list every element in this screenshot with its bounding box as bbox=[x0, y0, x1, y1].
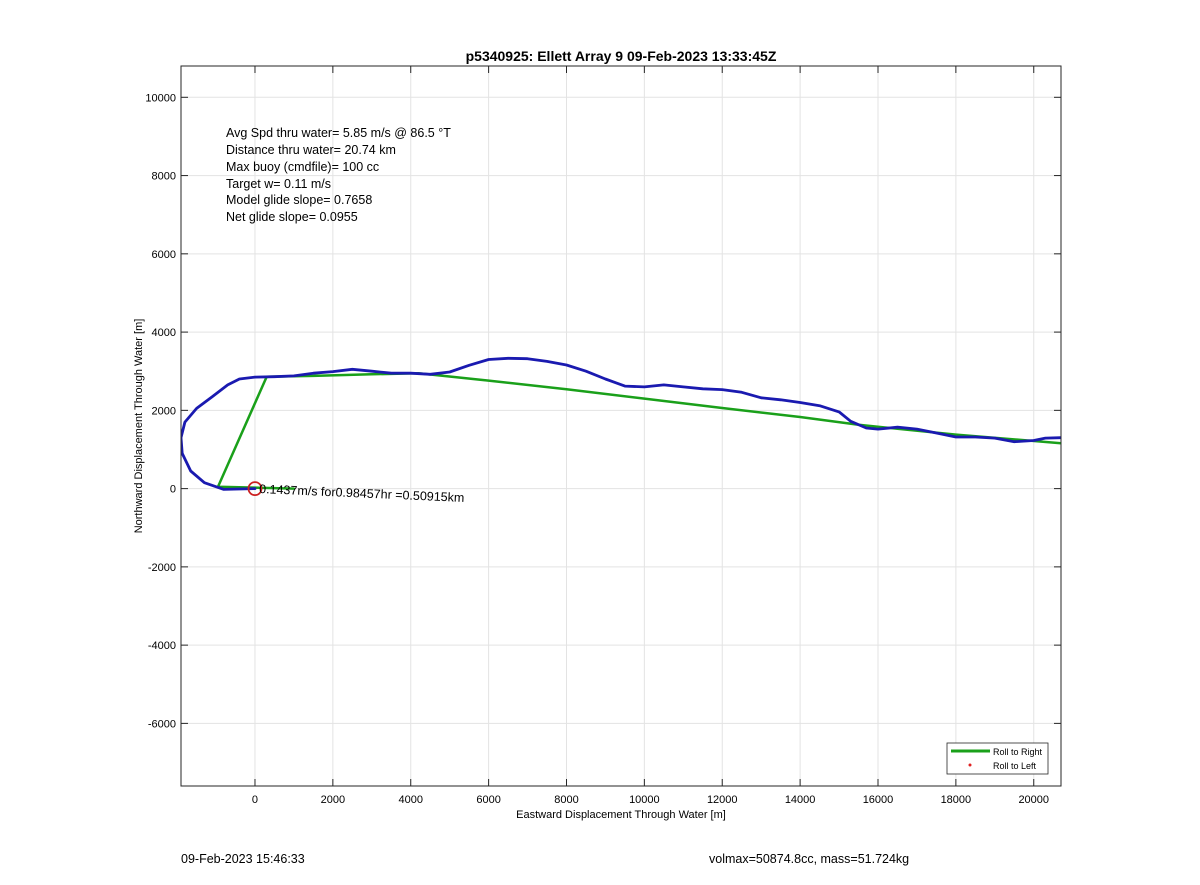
annotation-model-glide: Model glide slope= 0.7658 bbox=[226, 193, 372, 207]
x-tick-label: 2000 bbox=[321, 794, 345, 806]
stats-annotation: Avg Spd thru water= 5.85 m/s @ 86.5 °T D… bbox=[226, 126, 451, 224]
x-tick-label: 12000 bbox=[707, 794, 738, 806]
y-axis-label: Northward Displacement Through Water [m] bbox=[133, 319, 145, 534]
footer-timestamp: 09-Feb-2023 15:46:33 bbox=[181, 852, 305, 866]
series-layer bbox=[181, 356, 1061, 497]
glider-track-line bbox=[181, 356, 1061, 491]
annotation-avg-speed: Avg Spd thru water= 5.85 m/s @ 86.5 °T bbox=[226, 126, 451, 140]
annotation-distance: Distance thru water= 20.74 km bbox=[226, 143, 396, 157]
plot-area bbox=[181, 66, 1061, 786]
chart-title: p5340925: Ellett Array 9 09-Feb-2023 13:… bbox=[466, 48, 777, 64]
x-tick-label: 4000 bbox=[398, 794, 422, 806]
annotation-target-w: Target w= 0.11 m/s bbox=[226, 177, 331, 191]
x-tick-label: 8000 bbox=[554, 794, 578, 806]
annotation-max-buoy: Max buoy (cmdfile)= 100 cc bbox=[226, 160, 379, 174]
legend-label-roll-right: Roll to Right bbox=[993, 747, 1043, 757]
ticks: 0 2000 4000 6000 8000 10000 12000 14000 16000 180… bbox=[145, 66, 1061, 806]
x-tick-label: 20000 bbox=[1018, 794, 1049, 806]
annotation-net-glide: Net glide slope= 0.0955 bbox=[226, 210, 358, 224]
x-tick-label: 0 bbox=[252, 794, 258, 806]
y-tick-label: 0 bbox=[170, 484, 176, 496]
plot-frame bbox=[180, 65, 1062, 787]
y-tick-label: 2000 bbox=[152, 405, 176, 417]
x-tick-label: 18000 bbox=[941, 794, 972, 806]
legend-swatch-roll-left bbox=[968, 763, 972, 767]
x-tick-label: 16000 bbox=[863, 794, 894, 806]
footer-summary: volmax=50874.8cc, mass=51.724kg bbox=[709, 852, 910, 866]
y-tick-label: 6000 bbox=[152, 249, 176, 261]
legend-label-roll-left: Roll to Left bbox=[993, 761, 1037, 771]
x-tick-label: 14000 bbox=[785, 794, 816, 806]
y-tick-label: 8000 bbox=[152, 171, 176, 183]
grid bbox=[181, 66, 1061, 786]
legend: Roll to Right Roll to Left bbox=[946, 742, 1049, 775]
y-tick-label: 10000 bbox=[145, 92, 176, 104]
x-tick-label: 10000 bbox=[629, 794, 660, 806]
y-tick-label: 4000 bbox=[152, 327, 176, 339]
y-tick-label: -4000 bbox=[148, 640, 176, 652]
y-tick-label: -2000 bbox=[148, 562, 176, 574]
x-tick-label: 6000 bbox=[476, 794, 500, 806]
legend-box bbox=[946, 742, 1049, 775]
start-point-marker bbox=[247, 481, 263, 497]
y-tick-label: -6000 bbox=[148, 718, 176, 730]
x-axis-label: Eastward Displacement Through Water [m] bbox=[516, 809, 726, 821]
